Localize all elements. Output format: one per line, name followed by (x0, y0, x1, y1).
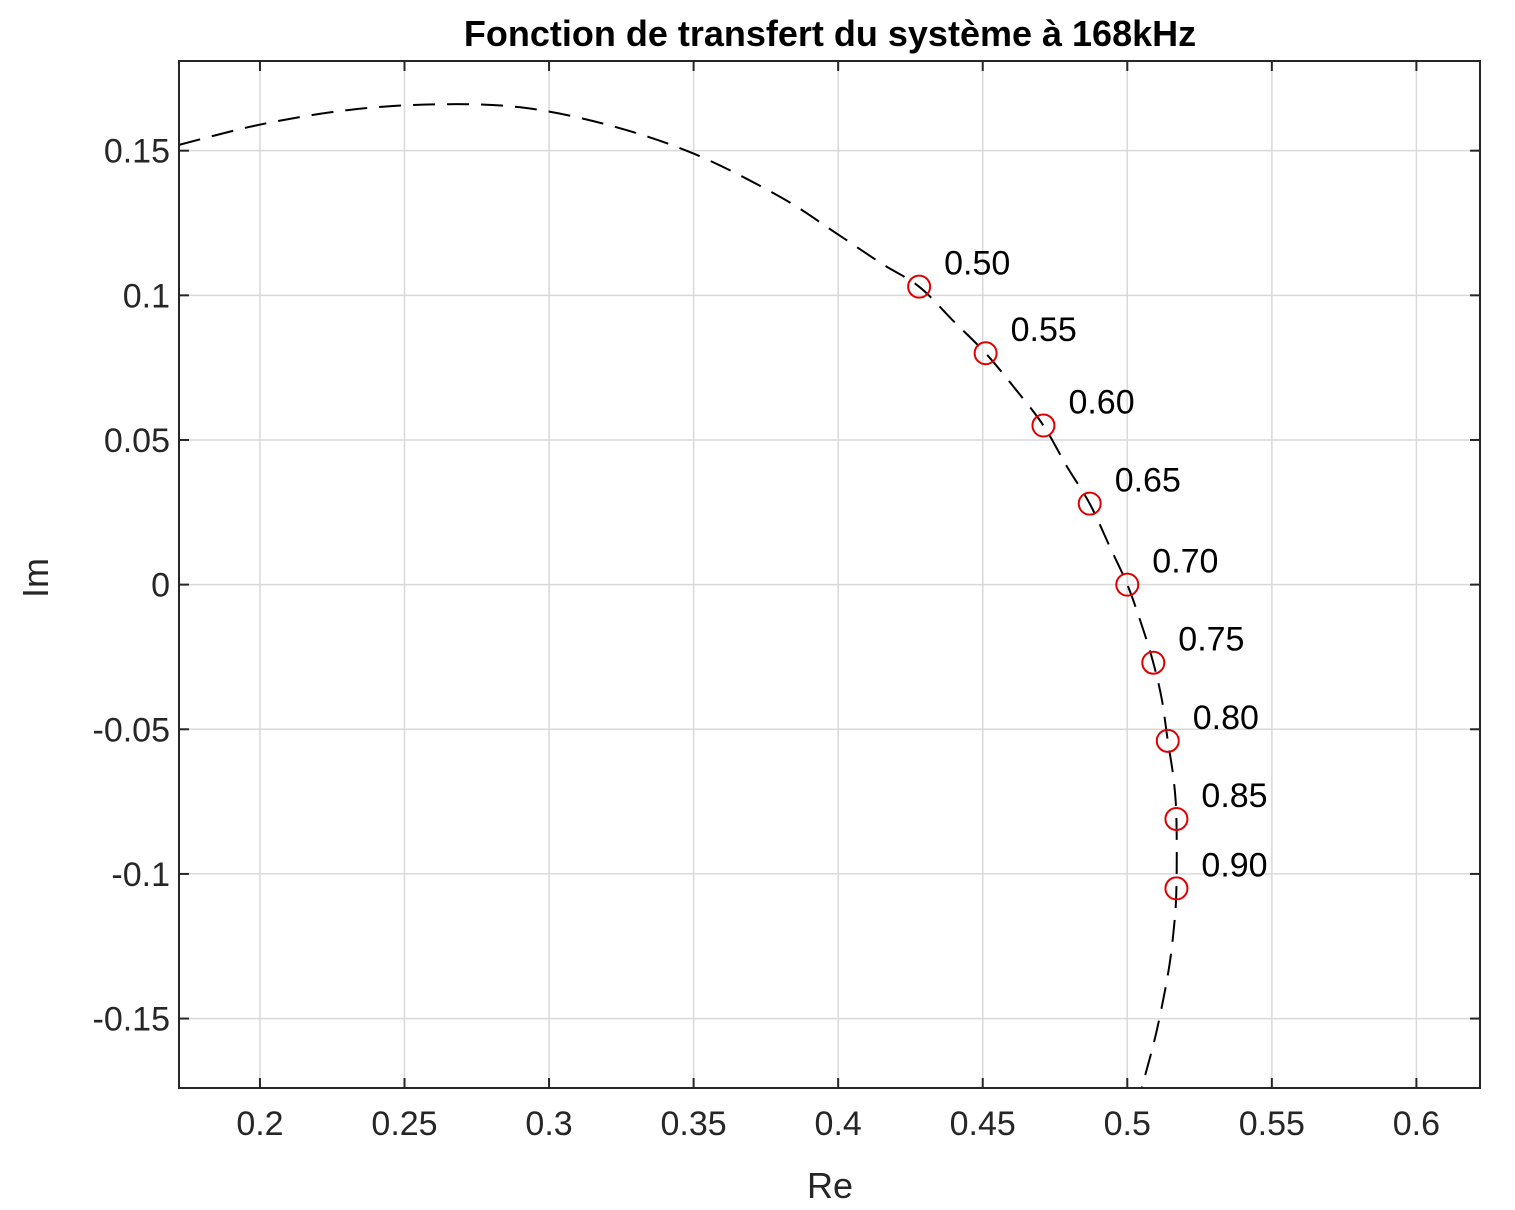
plot-area-frame (178, 60, 1481, 1089)
frequency-marker-label: 0.75 (1178, 621, 1244, 659)
x-tick-label: 0.45 (950, 1105, 1016, 1143)
x-tick-label: 0.35 (661, 1105, 727, 1143)
y-tick-label: -0.1 (111, 856, 170, 894)
y-axis-label: Im (15, 558, 56, 598)
chart-title: Fonction de transfert du système à 168kH… (464, 13, 1196, 54)
frequency-marker-label: 0.60 (1068, 384, 1134, 422)
frequency-marker (1141, 650, 1166, 675)
frequency-marker-label: 0.90 (1201, 846, 1267, 884)
frequency-marker (1164, 806, 1189, 831)
y-tick-label: -0.15 (93, 1001, 171, 1039)
transfer-function-curve (178, 103, 1178, 1089)
x-tick-label: 0.2 (236, 1105, 283, 1143)
frequency-marker-label: 0.65 (1115, 462, 1181, 500)
frequency-marker (1164, 876, 1189, 901)
frequency-marker (1115, 572, 1140, 597)
frequency-marker (1155, 728, 1180, 753)
frequency-marker-label: 0.85 (1201, 777, 1267, 815)
x-tick-label: 0.25 (371, 1105, 437, 1143)
frequency-marker (907, 274, 932, 299)
frequency-marker (973, 341, 998, 366)
y-tick-label: 0.05 (104, 422, 170, 460)
grid (179, 61, 1480, 1088)
frequency-marker-label: 0.55 (1011, 311, 1077, 349)
axis-ticks: 0.2 0.25 0.3 0.35 0.4 0.45 0.5 0.55 0.6 -0.15 -0.1… (93, 61, 1480, 1143)
x-tick-label: 0.5 (1104, 1105, 1151, 1143)
frequency-marker (1077, 491, 1102, 516)
y-tick-label: 0.1 (123, 277, 170, 315)
x-tick-label: 0.55 (1239, 1105, 1305, 1143)
frequency-marker-label: 0.80 (1193, 699, 1259, 737)
x-tick-label: 0.3 (525, 1105, 572, 1143)
x-tick-label: 0.4 (815, 1105, 862, 1143)
y-tick-label: 0.15 (104, 133, 170, 171)
frequency-marker-label: 0.70 (1152, 543, 1218, 581)
y-tick-label: 0 (151, 567, 170, 605)
frequency-marker-label: 0.50 (944, 245, 1010, 283)
x-axis-label: Re (807, 1165, 853, 1206)
frequency-markers: 0.500.55 0.60 0.65 0.70 0.75 0.80 0.85 0.90 (907, 245, 1268, 901)
y-tick-label: -0.05 (93, 711, 171, 749)
x-tick-label: 0.6 (1393, 1105, 1440, 1143)
frequency-marker (1031, 413, 1056, 438)
